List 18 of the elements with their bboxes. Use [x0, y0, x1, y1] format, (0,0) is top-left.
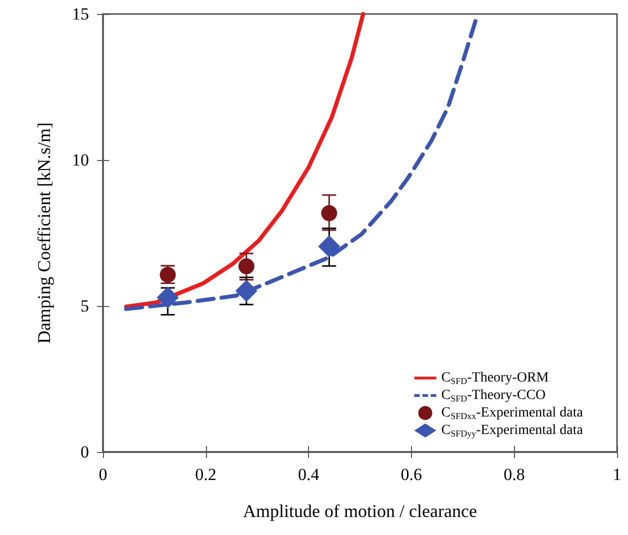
x-tick-label: 0.4 — [298, 465, 320, 484]
point — [321, 205, 338, 222]
x-tick-label: 0.6 — [400, 465, 422, 484]
point — [238, 258, 254, 274]
y-tick-label: 5 — [80, 296, 89, 316]
y-tick-label: 15 — [72, 4, 89, 24]
point — [318, 235, 340, 258]
y-tick-label: 0 — [80, 442, 89, 462]
x-tick-label: 1 — [612, 465, 622, 484]
point — [235, 280, 258, 302]
point — [156, 286, 179, 309]
line-series — [124, 12, 366, 309]
y-axis-title: Damping Coefficient [kN.s/m] — [34, 122, 54, 344]
x-tick-label: 0.8 — [504, 465, 525, 484]
x-tick-label: 0.2 — [195, 465, 216, 484]
x-tick-label: 0 — [98, 465, 108, 484]
x-axis-title: Amplitude of motion / clearance — [243, 501, 477, 521]
y-tick-label: 10 — [72, 150, 89, 170]
